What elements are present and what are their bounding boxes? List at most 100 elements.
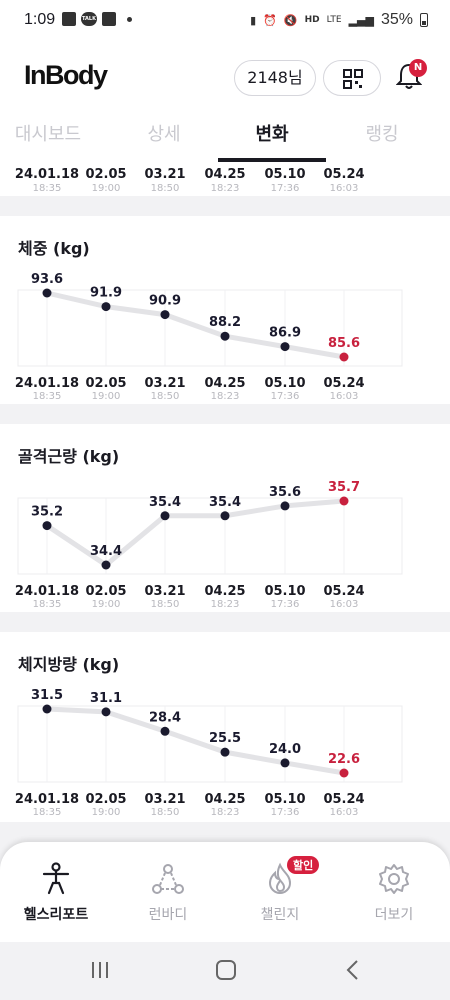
back-icon[interactable]	[344, 959, 362, 981]
value-label: 91.9	[90, 286, 122, 301]
gear-icon	[379, 864, 409, 894]
date-label: 03.21	[144, 167, 185, 182]
nav-challenge[interactable]: 챌린지	[230, 862, 330, 924]
time-label: 17:36	[271, 807, 300, 818]
value-label: 35.4	[209, 495, 241, 510]
date-label: 02.05	[85, 376, 126, 391]
nav-runbody[interactable]: 런바디	[118, 862, 218, 924]
value-label: 24.0	[269, 742, 301, 757]
data-point	[220, 331, 230, 341]
previous-chart-card: 24.01.18 18:35 02.05 19:00 03.21 18:50 04.25 18…	[0, 162, 450, 196]
time-label: 18:35	[33, 391, 62, 402]
latest-value-label: 35.7	[328, 480, 360, 495]
time-label: 17:36	[271, 183, 300, 194]
body-fat-card: 체지방량 (kg) 31.5 31.1 28.4 25.5 24.0 22.6 24.01.…	[0, 632, 450, 822]
date-label: 02.05	[85, 792, 126, 807]
tab-ranking[interactable]: 랭킹	[365, 124, 399, 145]
value-label: 35.2	[31, 505, 63, 520]
value-label: 25.5	[209, 731, 241, 746]
date-label: 04.25	[204, 584, 245, 599]
data-point	[42, 521, 52, 531]
series-line	[44, 290, 347, 360]
date-label: 02.05	[85, 167, 126, 182]
data-point	[280, 342, 290, 352]
home-icon[interactable]	[215, 959, 237, 981]
time-label: 19:00	[92, 183, 121, 194]
data-point	[101, 560, 111, 570]
time-label: 17:36	[271, 599, 300, 610]
mute-icon: 🔇	[283, 13, 298, 27]
status-time: 1:09	[24, 11, 56, 28]
date-label: 05.24	[323, 792, 364, 807]
time-label: 18:50	[151, 183, 180, 194]
nav-label-health-report: 헬스리포트	[23, 907, 89, 923]
time-label: 18:50	[151, 391, 180, 402]
battery-saver-icon: ▮	[250, 13, 257, 27]
value-label: 28.4	[149, 710, 181, 725]
data-point	[220, 511, 230, 521]
date-label: 24.01.18	[15, 584, 79, 599]
time-label: 16:03	[330, 183, 359, 194]
time-label: 18:23	[211, 807, 240, 818]
lte-icon: LTE	[326, 15, 342, 25]
data-point	[42, 704, 52, 714]
skeletal-muscle-card: 골격근량 (kg) 35.2 34.4 35.4 35.4 35.6 35.7 24.01.…	[0, 424, 450, 612]
nav-more[interactable]: 더보기	[344, 862, 444, 924]
weight-title: 체중 (kg)	[18, 239, 90, 258]
qr-button[interactable]	[323, 60, 381, 96]
time-label: 18:23	[211, 391, 240, 402]
time-label: 19:00	[92, 391, 121, 402]
date-label: 05.10	[264, 376, 305, 391]
date-label: 24.01.18	[15, 792, 79, 807]
time-label: 16:03	[330, 599, 359, 610]
date-label: 04.25	[204, 167, 245, 182]
time-label: 17:36	[271, 391, 300, 402]
time-label: 18:23	[211, 599, 240, 610]
bottom-navigation: 헬스리포트 런바디 챌린지 할인 더보기	[0, 842, 450, 942]
tab-change[interactable]: 변화	[255, 124, 289, 145]
latest-data-point	[339, 496, 349, 506]
date-label: 05.10	[264, 792, 305, 807]
series-line	[44, 498, 347, 568]
data-point	[280, 758, 290, 768]
data-point	[220, 747, 230, 757]
time-label: 18:35	[33, 183, 62, 194]
more-notifications-icon	[127, 16, 132, 22]
date-label: 05.24	[323, 584, 364, 599]
plot-area	[17, 705, 403, 783]
data-point	[42, 288, 52, 298]
nav-health-report[interactable]: 헬스리포트	[6, 862, 106, 924]
time-label: 18:35	[33, 599, 62, 610]
value-label: 34.4	[90, 544, 122, 559]
run-nodes-icon	[152, 864, 184, 894]
date-label: 05.10	[264, 584, 305, 599]
time-label: 18:50	[151, 807, 180, 818]
kakaotalk-icon: TALK	[81, 12, 97, 26]
active-tab-indicator	[218, 158, 326, 162]
plot-area	[17, 289, 403, 367]
tab-detail[interactable]: 상세	[147, 124, 181, 145]
inbody-logo: InBody	[24, 60, 108, 90]
alarm-icon: ⏰	[263, 13, 277, 27]
status-bar: 1:09 TALK ▮ ⏰ 🔇 HD LTE ▂▄▆ 35%	[0, 0, 450, 40]
time-label: 16:03	[330, 391, 359, 402]
date-label: 05.10	[264, 167, 305, 182]
user-button[interactable]: 2148님	[234, 60, 316, 96]
plot-area	[17, 497, 403, 575]
latest-data-point	[339, 352, 349, 362]
value-label: 86.9	[269, 326, 301, 341]
time-label: 19:00	[92, 599, 121, 610]
date-label: 05.24	[323, 167, 364, 182]
qr-code-icon	[343, 69, 363, 89]
date-label: 03.21	[144, 584, 185, 599]
date-label: 04.25	[204, 792, 245, 807]
tab-dashboard[interactable]: 대시보드	[14, 124, 82, 145]
time-label: 18:50	[151, 599, 180, 610]
app-header: InBody 2148님 N	[0, 40, 450, 110]
recent-apps-icon[interactable]	[90, 960, 110, 980]
flame-icon	[268, 862, 292, 895]
date-label: 03.21	[144, 792, 185, 807]
